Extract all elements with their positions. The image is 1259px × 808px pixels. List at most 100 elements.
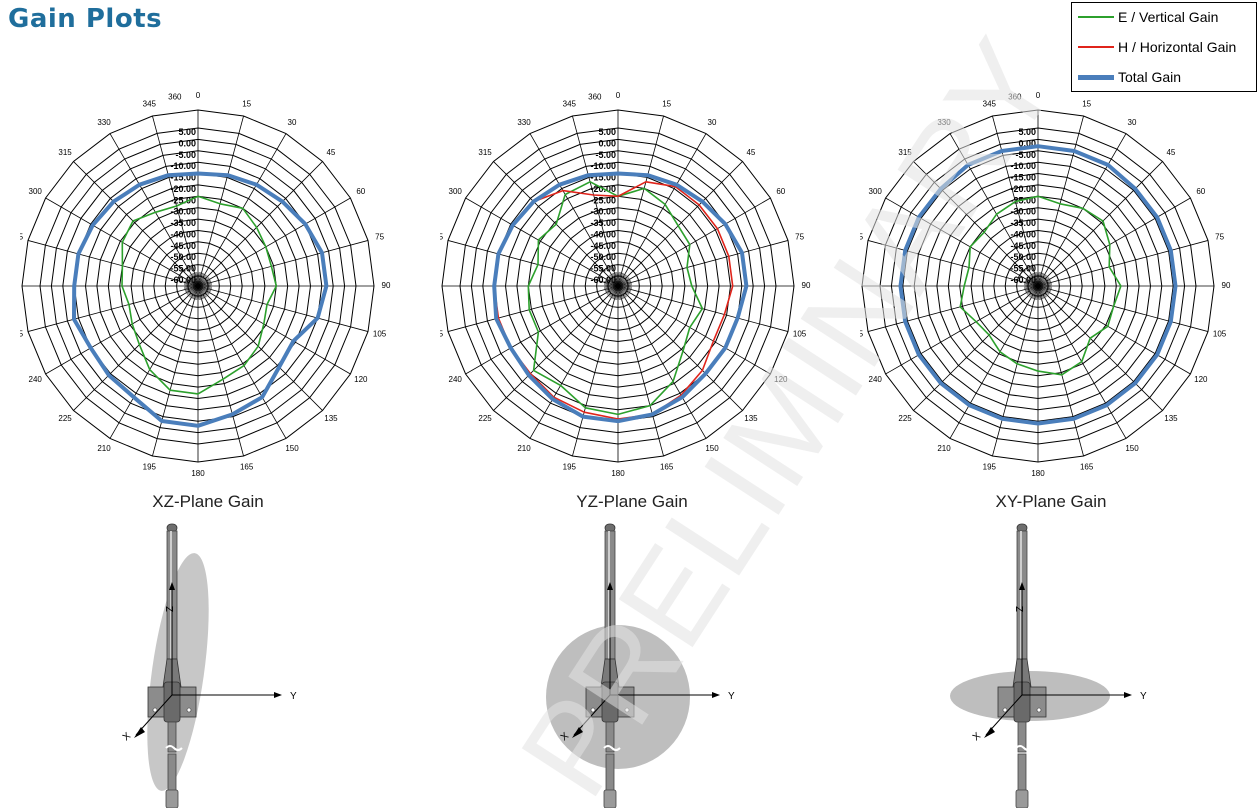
angle-tick-label: 15	[662, 99, 671, 108]
angle-tick-label: 285	[440, 232, 444, 241]
series-total-gain	[72, 171, 329, 428]
angle-tick-label: 150	[705, 444, 719, 453]
polar-grid	[861, 109, 1215, 463]
radius-tick-label: -30.00	[590, 207, 616, 217]
polar-spoke	[1046, 197, 1191, 282]
angle-tick-label: 225	[478, 414, 492, 423]
pipe-break-mark	[165, 745, 183, 751]
antenna-connector	[1015, 789, 1029, 808]
polar-spoke	[27, 240, 189, 284]
legend-item-vertical-gain: E / Vertical Gain	[1078, 7, 1218, 27]
angle-tick-label: 105	[1213, 330, 1227, 339]
polar-spoke	[206, 290, 351, 375]
polar-spoke	[202, 294, 287, 439]
angle-tick-label: 240	[869, 375, 883, 384]
radius-tick-label: -10.00	[590, 161, 616, 171]
antenna-lower-pipe	[1017, 721, 1027, 753]
radius-tick-label: -20.00	[1010, 184, 1036, 194]
angle-tick-label: 135	[324, 414, 338, 423]
xy-antenna-illustration: Z Y X	[950, 523, 1147, 808]
polar-spoke	[465, 197, 610, 282]
polar-spoke	[1042, 294, 1127, 439]
angle-tick-label: 300	[869, 187, 883, 196]
polar-spoke	[627, 240, 789, 284]
angle-tick-label: 225	[898, 414, 912, 423]
radius-tick-label: -35.00	[1010, 218, 1036, 228]
x-axis-arrow-icon	[572, 727, 583, 738]
bracket-hole	[590, 707, 596, 713]
angle-tick-label: 300	[449, 187, 463, 196]
x-axis-arrow-icon	[984, 727, 995, 738]
z-axis-arrow-icon	[169, 582, 175, 590]
angle-tick-label: 195	[563, 463, 577, 472]
polar-spoke	[447, 240, 609, 284]
polar-spoke	[73, 161, 192, 280]
z-axis-arrow-icon	[607, 582, 613, 590]
angle-tick-label: 150	[1125, 444, 1139, 453]
antenna-connector	[603, 789, 617, 808]
polar-spoke	[493, 292, 612, 411]
angle-tick-label: 60	[356, 187, 365, 196]
angle-tick-label: 225	[58, 414, 72, 423]
angle-tick-label: 135	[744, 414, 758, 423]
polar-spoke	[620, 295, 664, 457]
radius-tick-label: 5.00	[178, 127, 196, 137]
yz-antenna-illustration: YX	[546, 523, 735, 808]
antenna-lower-pipe	[167, 753, 177, 793]
radius-tick-label: -25.00	[590, 195, 616, 205]
legend-label-vertical: E / Vertical Gain	[1118, 9, 1219, 25]
x-axis-label: X	[971, 730, 983, 743]
polar-spoke	[152, 115, 196, 277]
y-axis-arrow-icon	[712, 692, 720, 698]
radius-tick-label: 0.00	[598, 138, 616, 148]
polar-spoke	[204, 292, 323, 411]
radius-tick-label: -15.00	[170, 173, 196, 183]
angle-tick-label: 105	[793, 330, 807, 339]
angle-tick-label: 195	[983, 463, 997, 472]
polar-spoke	[572, 115, 616, 277]
angle-tick-label: 330	[97, 118, 111, 127]
radius-tick-label: -20.00	[170, 184, 196, 194]
antenna-mast-highlight	[170, 531, 172, 659]
polar-spoke	[200, 295, 244, 457]
radius-tick-label: -15.00	[590, 173, 616, 183]
polar-spoke	[109, 133, 194, 278]
angle-tick-label: 300	[29, 187, 43, 196]
radius-tick-label: -35.00	[590, 218, 616, 228]
angle-tick-label: 255	[440, 330, 444, 339]
angle-tick-label: 150	[285, 444, 299, 453]
polar-spoke	[867, 240, 1029, 284]
y-axis-arrow-icon	[274, 692, 282, 698]
yz-plane-caption: YZ-Plane Gain	[576, 492, 688, 511]
polar-spoke	[992, 295, 1036, 457]
polar-spoke	[200, 115, 244, 277]
coordinate-axes: YX	[559, 582, 735, 743]
polar-spoke	[913, 161, 1032, 280]
angle-tick-label: 120	[1194, 375, 1208, 384]
angle-tick-label: 180	[191, 469, 205, 478]
polar-spoke	[624, 292, 743, 411]
angle-tick-label: 0	[1036, 91, 1041, 100]
polar-spoke	[204, 161, 323, 280]
xy-plane-polar-chart: 0 15 30 45 60 75 90 105 120 135 150 165 180 195 210 225…	[860, 91, 1231, 478]
series-e-vertical-gain	[121, 195, 278, 395]
xy-plane-caption: XY-Plane Gain	[995, 492, 1107, 511]
angle-tick-label: 255	[860, 330, 864, 339]
x-axis-arrow-icon	[134, 727, 145, 738]
angle-tick-label: 120	[354, 375, 368, 384]
polar-spoke	[529, 294, 614, 439]
radius-tick-label: -10.00	[170, 161, 196, 171]
angle-tick-label: 345	[983, 99, 997, 108]
angle-tick-label: 195	[143, 463, 157, 472]
xz-plane-polar-chart: 0 15 30 45 60 75 90 105 120 135 150 165 180 195 210 225…	[20, 91, 391, 478]
angle-tick-label: 165	[240, 463, 254, 472]
angle-tick-label: 285	[20, 232, 24, 241]
angle-tick-label: 240	[29, 375, 43, 384]
radius-tick-label: -40.00	[590, 229, 616, 239]
angle-tick-label: 330	[517, 118, 531, 127]
bracket-hole	[1002, 707, 1008, 713]
polar-spoke	[626, 290, 771, 375]
antenna-lower-pipe	[605, 721, 615, 753]
radius-tick-label: -5.00	[595, 150, 616, 160]
angle-tick-label: 315	[58, 148, 72, 157]
